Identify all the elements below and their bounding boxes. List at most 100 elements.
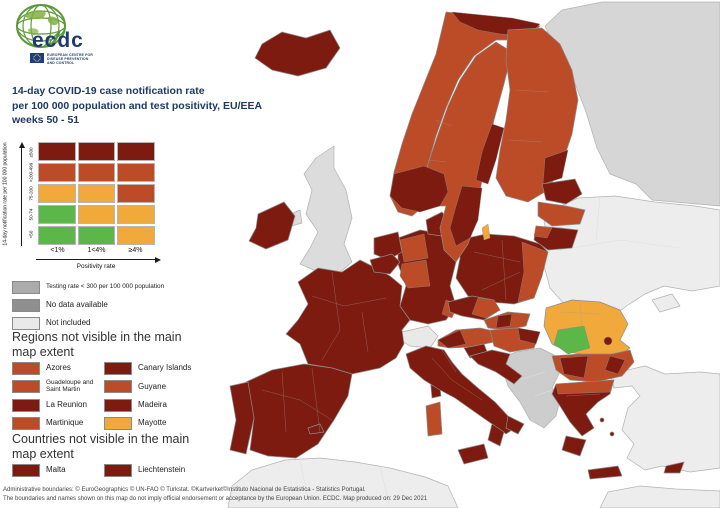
map-finland-region-se [542,149,569,185]
legend-swatch [12,317,40,330]
map-sweden [423,41,513,263]
legend-item: Guadeloupe and Saint Martin [12,379,104,394]
legend-item: Guyane [104,380,224,394]
legend-label: Testing rate < 300 per 100 000 populatio… [46,283,165,291]
legend-item: Liechtenstein [104,464,224,477]
map-germany-region-w [399,259,431,289]
footer: Administrative boundaries: © EuroGeograp… [3,486,717,504]
map-latvia [537,201,586,227]
matrix-cell-r1c2 [117,163,155,182]
legend-swatch [12,416,40,430]
title-line-3: weeks 50 - 51 [12,114,80,126]
legend-item: No data available [12,299,164,312]
map-sweden-region-mid [475,123,505,185]
map-czechia-region-e [471,297,501,319]
legend-swatch [12,281,40,294]
matrix-y-axis-title: 14-day notification rate per 100 000 pop… [3,142,10,246]
matrix-grid [38,142,155,245]
matrix-cell-r2c2 [117,184,155,203]
legend-item: Not included [12,317,164,330]
matrix-col-label: <1% [50,247,65,254]
map-portugal [229,381,255,455]
map-middle-east [599,485,720,508]
legend-swatch [12,464,40,477]
ecdc-wordmark: ecdc [32,29,84,52]
status-legend: Testing rate < 300 per 100 000 populatio… [12,281,164,330]
map-sweden-region-south [449,185,483,247]
matrix-row-label: ≥500 [28,147,34,158]
map-sardinia [425,401,443,437]
matrix-x-axis-title: Positivity rate [76,263,116,270]
matrix-cell-r1c0 [38,163,76,182]
matrix-cell-r3c0 [38,205,76,224]
map-norway-region-south [389,165,449,213]
map-north-africa [227,457,459,508]
legend-label: Guadeloupe and Saint Martin [46,379,94,393]
map-belgium [369,253,401,275]
map-netherlands [373,231,403,261]
map-western-balkans [501,347,561,429]
map-italy-apulia [505,415,525,435]
matrix-cell-r1c1 [77,163,116,182]
matrix-row-label: >200-499 [28,163,34,183]
matrix-row-label: <50 [28,230,34,239]
map-united-kingdom [299,145,353,275]
footer-line-2: The boundaries and names shown on this m… [3,496,428,502]
legend-label: Mayotte [138,417,167,427]
map-aegean-island [609,431,615,437]
legend-swatch [104,380,132,394]
map-bulgaria-region-w [559,355,589,379]
map-nuts-borders [261,89,601,433]
ecdc-subtitle: EUROPEAN CENTRE FOR DISEASE PREVENTION A… [47,53,93,66]
map-italy-calabria [487,423,505,447]
map-poland-region-e [517,241,549,303]
legend-item: La Reunion [12,398,104,412]
regions-grid: Azores Canary Islands Guadeloupe and Saint… [12,362,224,430]
legend-item: Testing rate < 300 per 100 000 populatio… [12,281,164,294]
matrix-col-labels: <1% 1<4% ≥4% [38,247,155,254]
matrix-cell-r4c0 [38,226,76,245]
matrix-row-label: 50-74 [28,208,34,220]
legend-swatch [12,380,40,394]
globe-icon [16,4,66,48]
legend-label: Malta [46,465,66,475]
matrix-col-label: ≥4% [128,247,143,254]
map-aegean-island [599,417,605,423]
matrix-cell-r0c2 [117,142,155,161]
eu-flag-icon [30,53,44,63]
map-crimea [651,293,681,313]
legend-item: Madeira [104,398,224,412]
legend-label: Guyane [138,381,167,391]
matrix-cell-r4c2 [117,226,155,245]
regions-heading: Regions not visible in the main map exte… [12,330,182,359]
ecdc-logo: ecdc EUROPEAN CENTRE FOR DISEASE PREVENT… [14,3,124,73]
matrix-cell-r2c1 [77,184,116,203]
map-lithuania-region-nw [533,225,553,239]
map-sicily [457,443,489,465]
matrix-cell-r4c1 [77,226,116,245]
matrix-cell-r0c1 [77,142,116,161]
legend-label: No data available [46,300,108,310]
map-hungary-region-ne [517,327,541,345]
legend-item: Azores [12,362,104,375]
legend-swatch [104,464,132,477]
map-turkey [609,365,720,473]
footer-line-1: Administrative boundaries: © EuroGeograp… [3,487,366,493]
map-estonia [541,178,583,205]
map-spain [245,363,353,459]
legend-item: Malta [12,464,104,477]
map-romania-region-green [553,325,591,355]
map-bucharest [603,336,613,346]
matrix-cell-r0c0 [38,142,76,161]
map-bulgaria-region-e [604,355,626,375]
legend-label: Canary Islands [138,363,192,373]
legend-swatch [12,398,40,412]
map-title: 14-day COVID-19 case notification rate p… [12,84,302,128]
map-ireland [248,201,296,250]
countries-grid: Malta Liechtenstein [12,464,224,477]
matrix-cell-r2c0 [38,184,76,203]
map-gotland [481,223,491,241]
legend-item: Canary Islands [104,362,224,375]
